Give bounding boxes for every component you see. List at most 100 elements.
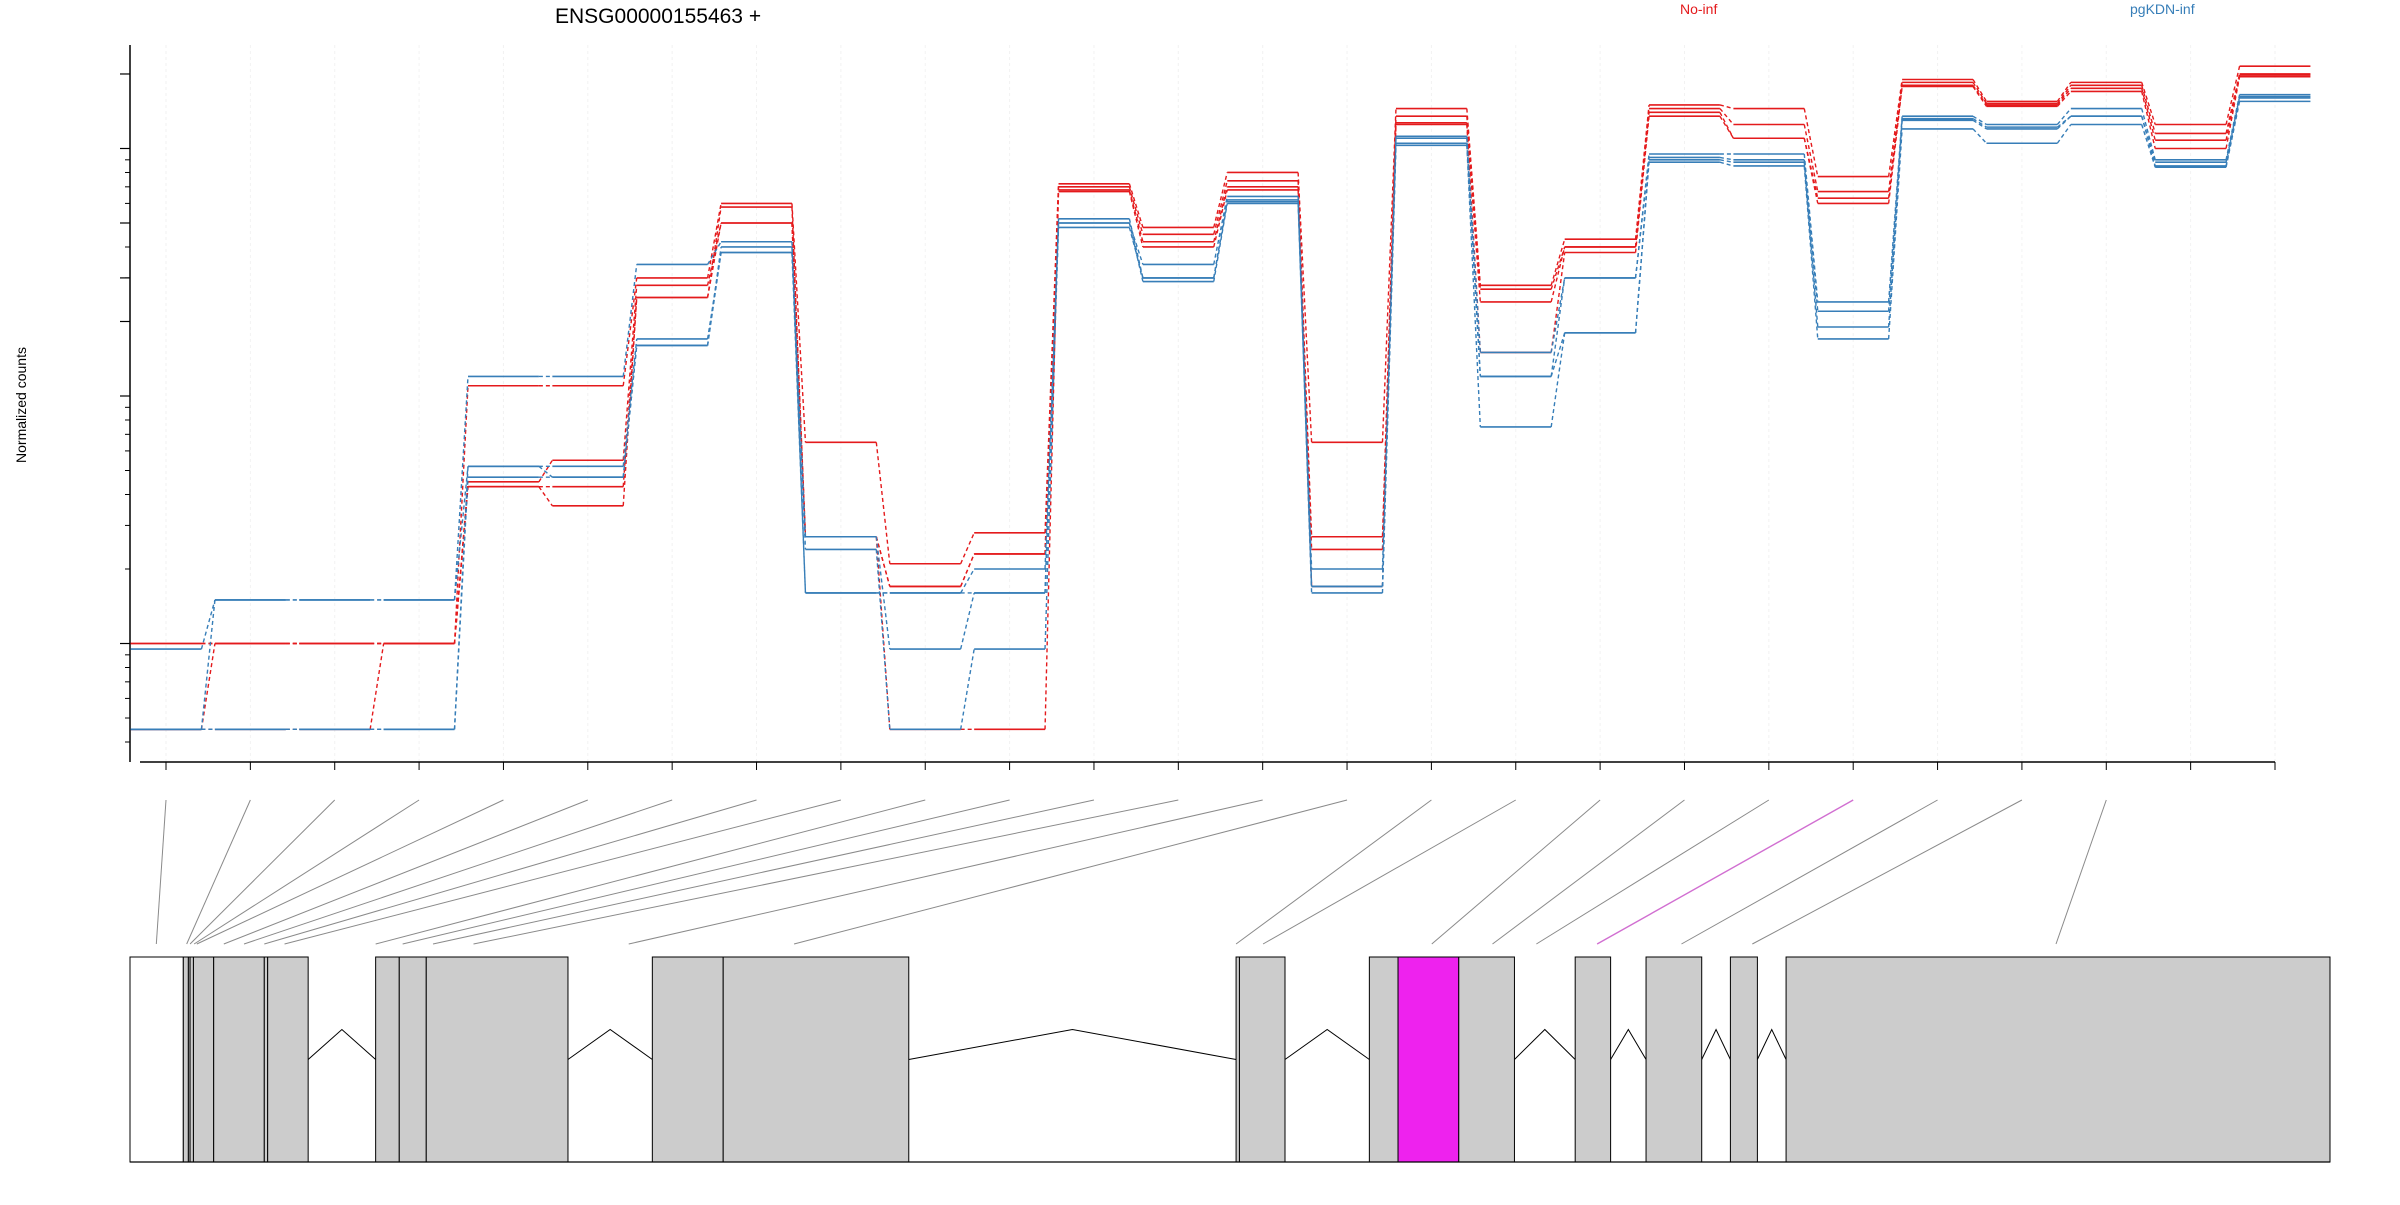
- intron-line: [1610, 1028, 1647, 1060]
- connector-segment: [1128, 191, 1144, 248]
- connector-segment: [1972, 119, 1987, 130]
- exon-link: [155, 799, 167, 945]
- connector-segment: [2056, 81, 2072, 102]
- connector-segment: [1466, 145, 1482, 427]
- series-pgkdn-inf-7: [130, 100, 2311, 731]
- connector-segment: [1803, 153, 1819, 302]
- connector-segment: [1972, 81, 1988, 104]
- connector-segment: [1719, 161, 1734, 167]
- exon-link: [402, 799, 1010, 945]
- connector-segment: [1213, 172, 1228, 228]
- series-pgkdn-inf-4: [130, 93, 2311, 650]
- connector-segment: [1213, 203, 1228, 282]
- connector-segment: [791, 246, 807, 550]
- connector-segment: [2141, 85, 2156, 134]
- connector-segment: [1803, 124, 1819, 192]
- connector-segment: [1550, 332, 1566, 377]
- exon-block: [189, 956, 194, 1163]
- intron-line: [307, 1028, 376, 1060]
- exon-link: [473, 799, 1179, 945]
- connector-segment: [1972, 128, 1987, 144]
- connector-segment: [622, 345, 638, 478]
- exon-link: [1681, 799, 1938, 945]
- exon-link: [1431, 799, 1601, 945]
- series-no-inf-1: [130, 73, 2311, 645]
- exon-link: [1536, 799, 1770, 945]
- legend-pgkdn-inf: pgKDN-inf: [2130, 1, 2195, 17]
- connector-segment: [1466, 143, 1482, 377]
- series-layer: [130, 65, 2311, 731]
- connector-segment: [1044, 222, 1060, 650]
- connector-segment: [1803, 159, 1819, 312]
- exon-link: [284, 799, 842, 945]
- connector-segment: [2056, 87, 2072, 106]
- chart-title: ENSG00000155463 +: [555, 5, 761, 28]
- exon-link: [264, 799, 757, 945]
- connector-segment: [2225, 66, 2241, 125]
- connector-segment: [538, 465, 553, 478]
- exon-block: [192, 956, 215, 1163]
- exon-block: [267, 956, 309, 1163]
- connector-segment: [1297, 172, 1313, 443]
- legend-no-inf: No-inf: [1680, 1, 1717, 17]
- exon-block: [1238, 956, 1286, 1163]
- connector-segment: [1972, 115, 1987, 126]
- connector-segment: [960, 532, 975, 565]
- series-pgkdn-inf-5: [130, 95, 2311, 731]
- exon-link: [196, 799, 504, 945]
- connector-segment: [2225, 101, 2241, 168]
- connector-segment: [1128, 186, 1144, 235]
- connector-segment: [706, 206, 722, 298]
- intron-line: [567, 1028, 653, 1060]
- connector-segment: [538, 486, 553, 507]
- connector-segment: [1550, 252, 1566, 353]
- intron-line: [1284, 1028, 1370, 1060]
- exon-block: [1574, 956, 1612, 1163]
- connector-segment: [875, 536, 891, 650]
- exon-link: [1492, 799, 1685, 945]
- connector-segment: [622, 285, 638, 461]
- exon-block: [1235, 956, 1240, 1163]
- connector-segment: [2056, 124, 2072, 144]
- connector-segment: [791, 203, 807, 443]
- highlighted-exon-block: [1397, 956, 1460, 1163]
- connector-segment: [538, 459, 553, 483]
- connector-segment: [1550, 239, 1566, 286]
- connector-segment: [1634, 157, 1650, 278]
- connector-segment: [960, 553, 975, 587]
- connector-segment: [1719, 159, 1734, 163]
- connector-segment: [1887, 128, 1903, 340]
- connector-segment: [2141, 91, 2156, 149]
- connector-segment: [2056, 90, 2072, 107]
- connector-segment: [453, 385, 469, 644]
- exon-block: [425, 956, 569, 1163]
- connector-segment: [2141, 88, 2156, 141]
- connector-segment: [960, 568, 975, 594]
- exon-links-layer: [155, 799, 2107, 945]
- connector-segment: [706, 241, 722, 265]
- connector-segment: [2141, 116, 2156, 167]
- connector-segment: [1634, 116, 1650, 253]
- exon-block: [651, 956, 724, 1163]
- exon-link: [1262, 799, 1517, 945]
- connector-segment: [875, 536, 891, 587]
- intron-line: [1756, 1028, 1787, 1060]
- connector-segment: [2056, 84, 2072, 104]
- exon-link: [193, 799, 420, 945]
- highlighted-exon-link: [1596, 799, 1854, 945]
- connector-segment: [1719, 156, 1734, 161]
- gene-model-layer: [129, 956, 2331, 1163]
- connector-segment: [2225, 76, 2241, 149]
- series-no-inf-3: [130, 75, 2311, 731]
- connector-segment: [1044, 222, 1060, 570]
- connector-segment: [2141, 82, 2156, 125]
- intron-line: [908, 1028, 1237, 1060]
- exon-block: [1785, 956, 2331, 1163]
- intron-line: [1514, 1028, 1576, 1060]
- connector-segment: [622, 264, 638, 377]
- exon-link: [1752, 799, 2023, 945]
- connector-segment: [1550, 332, 1566, 428]
- connector-segment: [1550, 246, 1566, 303]
